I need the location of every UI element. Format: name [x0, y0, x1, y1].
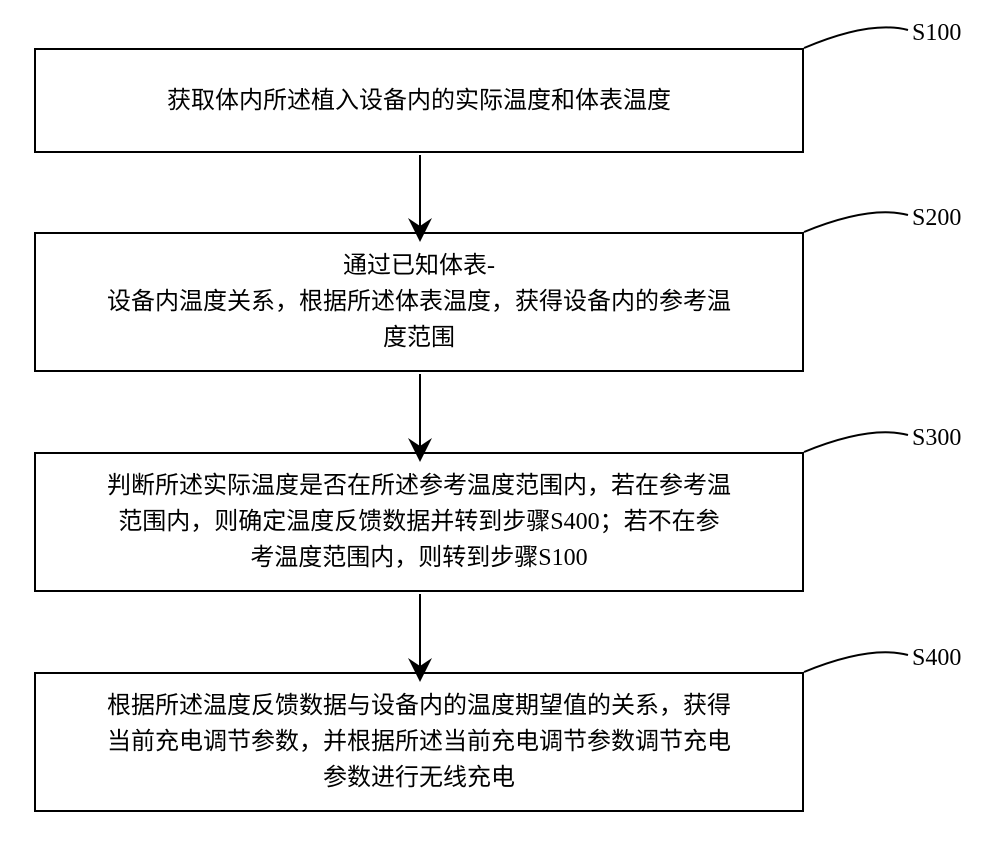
- step-label-s200: S200: [912, 205, 961, 232]
- flow-node-s400: 根据所述温度反馈数据与设备内的温度期望值的关系，获得 当前充电调节参数，并根据所…: [34, 672, 804, 812]
- step-label-s100: S100: [912, 20, 961, 47]
- flow-node-s200-text: 通过已知体表- 设备内温度关系，根据所述体表温度，获得设备内的参考温 度范围: [56, 248, 782, 356]
- leaders-group: [804, 27, 908, 672]
- leader-l300: [804, 432, 908, 452]
- flow-node-s300-text: 判断所述实际温度是否在所述参考温度范围内，若在参考温 范围内，则确定温度反馈数据…: [56, 468, 782, 576]
- flow-node-s300: 判断所述实际温度是否在所述参考温度范围内，若在参考温 范围内，则确定温度反馈数据…: [34, 452, 804, 592]
- step-label-s300: S300: [912, 425, 961, 452]
- step-label-s400: S400: [912, 645, 961, 672]
- flow-node-s400-text: 根据所述温度反馈数据与设备内的温度期望值的关系，获得 当前充电调节参数，并根据所…: [56, 688, 782, 796]
- leader-l400: [804, 652, 908, 672]
- flow-node-s200: 通过已知体表- 设备内温度关系，根据所述体表温度，获得设备内的参考温 度范围: [34, 232, 804, 372]
- flowchart-canvas: 获取体内所述植入设备内的实际温度和体表温度 通过已知体表- 设备内温度关系，根据…: [0, 0, 1000, 845]
- flow-node-s100-text: 获取体内所述植入设备内的实际温度和体表温度: [56, 83, 782, 119]
- leader-l200: [804, 212, 908, 232]
- leader-l100: [804, 27, 908, 48]
- flow-node-s100: 获取体内所述植入设备内的实际温度和体表温度: [34, 48, 804, 153]
